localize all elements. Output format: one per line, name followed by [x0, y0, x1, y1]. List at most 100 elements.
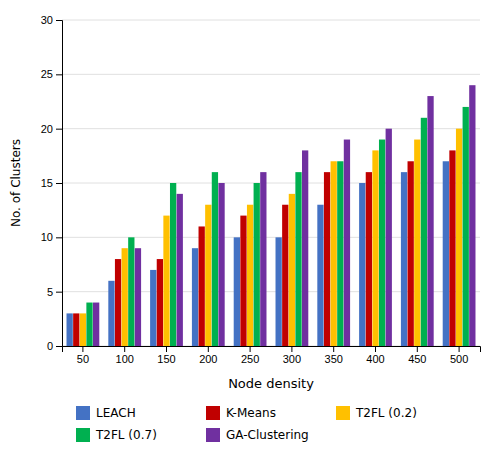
bar [234, 237, 240, 346]
y-tick: 20 [41, 123, 62, 135]
bar [205, 205, 211, 346]
bar [344, 140, 350, 346]
bar-series [80, 129, 462, 346]
bar [408, 161, 414, 346]
x-tick-label: 250 [241, 353, 259, 365]
x-tick-label: 400 [366, 353, 384, 365]
bar [324, 172, 330, 346]
x-tick: 450 [408, 346, 426, 365]
bar [366, 172, 372, 346]
x-tick: 200 [199, 346, 217, 365]
y-tick-label: 5 [47, 286, 53, 298]
bar [254, 183, 260, 346]
x-tick-label: 500 [450, 353, 468, 365]
bar [289, 194, 295, 346]
bar [80, 313, 86, 346]
bar [386, 129, 392, 346]
legend-label: T2FL (0.7) [95, 428, 157, 442]
bar [218, 183, 224, 346]
bar [212, 172, 218, 346]
x-tick-label: 300 [283, 353, 301, 365]
bar [276, 237, 282, 346]
bar [135, 248, 141, 346]
bar [199, 226, 205, 346]
bar [401, 172, 407, 346]
bar [414, 140, 420, 346]
bar-series [93, 85, 475, 346]
legend-swatch [206, 406, 220, 420]
x-tick: 100 [116, 346, 134, 365]
plot: 5010015020025030035040045050005101520253… [9, 14, 481, 442]
legend-item: T2FL (0.7) [76, 428, 157, 442]
x-tick: 500 [450, 346, 468, 365]
x-axis: 50100150200250300350400450500 [63, 346, 481, 365]
grid-line [62, 128, 480, 129]
bar [122, 248, 128, 346]
bar [295, 172, 301, 346]
x-tick-mark [208, 346, 209, 352]
bar [115, 259, 121, 346]
legend-item: K-Means [206, 406, 276, 420]
y-axis-title: No. of Clusters [9, 139, 23, 227]
bar [331, 161, 337, 346]
bar [302, 150, 308, 346]
y-tick-mark [56, 292, 62, 293]
bar [240, 216, 246, 346]
y-tick-label: 15 [41, 177, 53, 189]
bar [449, 150, 455, 346]
y-axis-line [56, 21, 63, 347]
x-tick-mark [375, 346, 376, 352]
grid-line [62, 20, 480, 21]
bar [427, 96, 433, 346]
y-tick-mark [56, 183, 62, 184]
bar [359, 183, 365, 346]
bar [443, 161, 449, 346]
y-tick: 10 [41, 231, 62, 243]
bar [247, 205, 253, 346]
grid [62, 20, 480, 346]
bar [150, 270, 156, 346]
y-axis: 0 5 10 15 20 25 30 [41, 14, 63, 352]
x-tick-mark [250, 346, 251, 352]
y-tick-mark [56, 74, 62, 75]
bar [73, 313, 79, 346]
bar-series [73, 150, 455, 346]
bar [108, 281, 114, 346]
y-tick-mark [56, 346, 62, 347]
y-tick: 25 [41, 68, 62, 80]
legend-label: GA-Clustering [226, 428, 309, 442]
y-tick-label: 10 [41, 231, 53, 243]
x-tick-label: 350 [325, 353, 343, 365]
bar [157, 259, 163, 346]
legend-swatch [336, 406, 350, 420]
x-tick: 150 [157, 346, 175, 365]
y-tick-mark [56, 129, 62, 130]
y-tick-label: 0 [47, 340, 53, 352]
chart: 5010015020025030035040045050005101520253… [0, 0, 500, 461]
bar [456, 129, 462, 346]
bar [469, 85, 475, 346]
bar [282, 205, 288, 346]
legend-swatch [76, 406, 90, 420]
legend-label: T2FL (0.2) [355, 406, 417, 420]
bar [93, 303, 99, 346]
legend-swatch [206, 428, 220, 442]
x-tick-mark [333, 346, 334, 352]
x-tick-mark [124, 346, 125, 352]
y-tick-label: 30 [41, 14, 53, 26]
legend-label: LEACH [96, 406, 136, 420]
x-tick-mark [166, 346, 167, 352]
y-tick-label: 20 [41, 123, 53, 135]
x-axis-line [63, 347, 481, 353]
y-tick-mark [56, 20, 62, 21]
x-tick: 400 [366, 346, 384, 365]
legend: LEACH K-Means T2FL (0.2) T2FL (0.7) GA-Clust… [76, 406, 417, 442]
x-axis-title: Node density [228, 376, 314, 391]
grid-line [62, 74, 480, 75]
bar [317, 205, 323, 346]
x-tick-mark [417, 346, 418, 352]
bar [260, 172, 266, 346]
x-tick-label: 200 [199, 353, 217, 365]
bar [177, 194, 183, 346]
y-tick: 5 [47, 286, 62, 298]
